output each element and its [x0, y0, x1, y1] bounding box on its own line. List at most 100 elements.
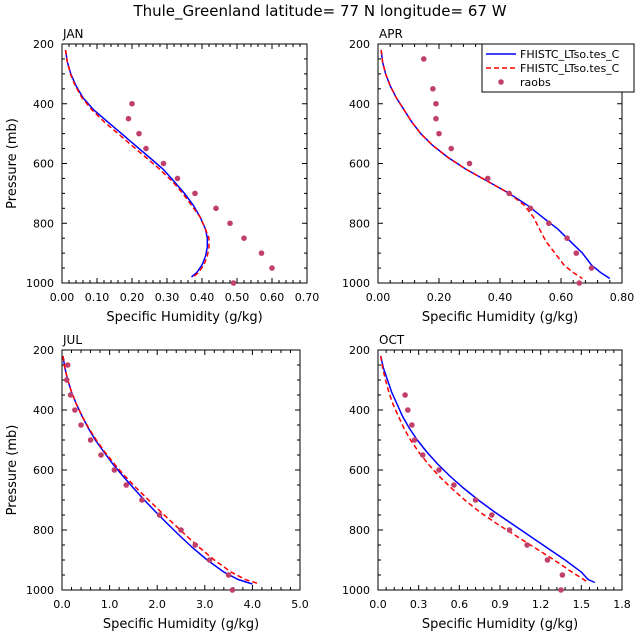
plot-frame	[61, 43, 308, 284]
y-tick-label: 600	[349, 464, 370, 477]
raobs-marker	[111, 467, 118, 473]
raobs-marker	[87, 437, 94, 443]
panel-label: APR	[379, 27, 403, 41]
raobs-marker	[472, 497, 479, 503]
x-tick-label: 0.20	[427, 291, 452, 304]
raobs-marker	[160, 160, 167, 167]
raobs-marker	[420, 56, 427, 62]
raobs-marker	[225, 572, 232, 578]
x-tick-label: 1.8	[613, 598, 631, 611]
panel-label: OCT	[379, 333, 405, 347]
plot-frame	[377, 349, 623, 591]
raobs-marker	[227, 220, 233, 227]
raobs-marker	[123, 482, 130, 488]
raobs-marker	[269, 265, 275, 271]
raobs-marker	[588, 265, 595, 271]
x-tick-label: 0.20	[120, 291, 145, 304]
raobs-marker	[573, 250, 580, 256]
raobs-marker	[436, 130, 442, 137]
x-tick-label: 1.5	[573, 598, 591, 611]
raobs-marker	[206, 557, 213, 563]
x-tick-label: 0.60	[260, 291, 285, 304]
x-axis-label: Specific Humidity (g/kg)	[103, 617, 259, 632]
x-tick-label: 0.50	[225, 291, 250, 304]
y-tick-label: 800	[349, 524, 370, 537]
raobs-marker	[524, 542, 530, 548]
x-tick-label: 0.30	[155, 291, 180, 304]
raobs-marker	[241, 235, 247, 241]
raobs-marker	[192, 542, 199, 548]
raobs-marker	[436, 467, 442, 473]
model-solid-line	[64, 49, 209, 278]
x-tick-label: 2.0	[148, 598, 166, 611]
raobs-marker	[433, 100, 439, 107]
y-tick-label: 800	[33, 217, 54, 230]
raobs-marker	[143, 145, 149, 152]
legend-label: FHISTC_LTso.tes_C	[520, 48, 620, 61]
raobs-marker	[506, 527, 513, 533]
x-tick-label: 0.40	[488, 291, 513, 304]
raobs-marker	[546, 220, 552, 227]
raobs-marker	[98, 452, 104, 458]
model-dashed-line	[62, 355, 260, 585]
page-title: Thule_Greenland latitude= 77 N longitude…	[133, 2, 507, 20]
legend-label: FHISTC_LTso.tes_C	[520, 62, 620, 75]
panel-jul: 0.0 1.0 2.0 3.0 4.0 5.0 200 400 600 800 1000 JUL Spe…	[5, 333, 309, 632]
raobs-marker	[78, 422, 84, 428]
raobs-marker	[139, 497, 145, 503]
raobs-marker	[405, 407, 411, 413]
panel-jan: 0.00 0.10 0.20 0.30 0.40 0.50 0.60 0.70 200 400 60…	[5, 27, 319, 325]
raobs-marker	[72, 407, 78, 413]
x-tick-label: 4.0	[244, 598, 262, 611]
model-solid-line	[379, 355, 596, 584]
x-tick-label: 0.3	[410, 598, 428, 611]
raobs-marker	[430, 86, 436, 92]
raobs-marker	[229, 587, 236, 593]
raobs-marker	[411, 437, 418, 443]
model-solid-line	[62, 355, 253, 585]
x-axis-label: Specific Humidity (g/kg)	[106, 310, 262, 325]
y-tick-label: 400	[33, 404, 54, 417]
raobs-marker	[544, 557, 551, 563]
y-tick-label: 1000	[342, 277, 370, 290]
raobs-marker	[136, 130, 142, 137]
raobs-marker	[129, 100, 135, 107]
x-tick-label: 5.0	[291, 598, 309, 611]
raobs-marker	[564, 235, 570, 241]
raobs-marker	[419, 452, 426, 458]
raobs-marker	[527, 205, 534, 212]
model-dashed-line	[380, 49, 583, 280]
raobs-marker	[192, 190, 198, 197]
legend-box	[481, 43, 635, 93]
raobs-marker	[230, 280, 237, 286]
raobs-marker	[506, 190, 512, 197]
x-tick-label: 0.60	[549, 291, 574, 304]
y-tick-label: 200	[349, 344, 370, 357]
raobs-marker	[258, 250, 265, 256]
raobs-marker	[433, 115, 439, 122]
x-tick-label: 0.6	[451, 598, 469, 611]
legend-marker	[498, 79, 504, 85]
legend-label: raobs	[520, 76, 551, 89]
x-tick-label: 0.00	[366, 291, 391, 304]
raobs-marker	[489, 512, 495, 518]
raobs-marker	[67, 392, 74, 398]
raobs-marker	[63, 377, 70, 383]
y-tick-label: 400	[349, 404, 370, 417]
panel-label: JAN	[62, 27, 84, 41]
x-axis-label: Specific Humidity (g/kg)	[422, 310, 578, 325]
x-tick-label: 0.0	[369, 598, 387, 611]
raobs-marker	[559, 572, 566, 578]
y-tick-label: 400	[349, 98, 370, 111]
y-tick-label: 600	[349, 158, 370, 171]
y-axis-label: Pressure (mb)	[5, 425, 20, 516]
x-tick-label: 0.00	[50, 291, 75, 304]
y-tick-label: 200	[33, 344, 54, 357]
y-tick-label: 600	[33, 158, 54, 171]
model-dashed-line	[64, 49, 210, 278]
raobs-marker	[448, 145, 455, 152]
x-axis-label: Specific Humidity (g/kg)	[422, 617, 578, 632]
raobs-marker	[451, 482, 457, 488]
